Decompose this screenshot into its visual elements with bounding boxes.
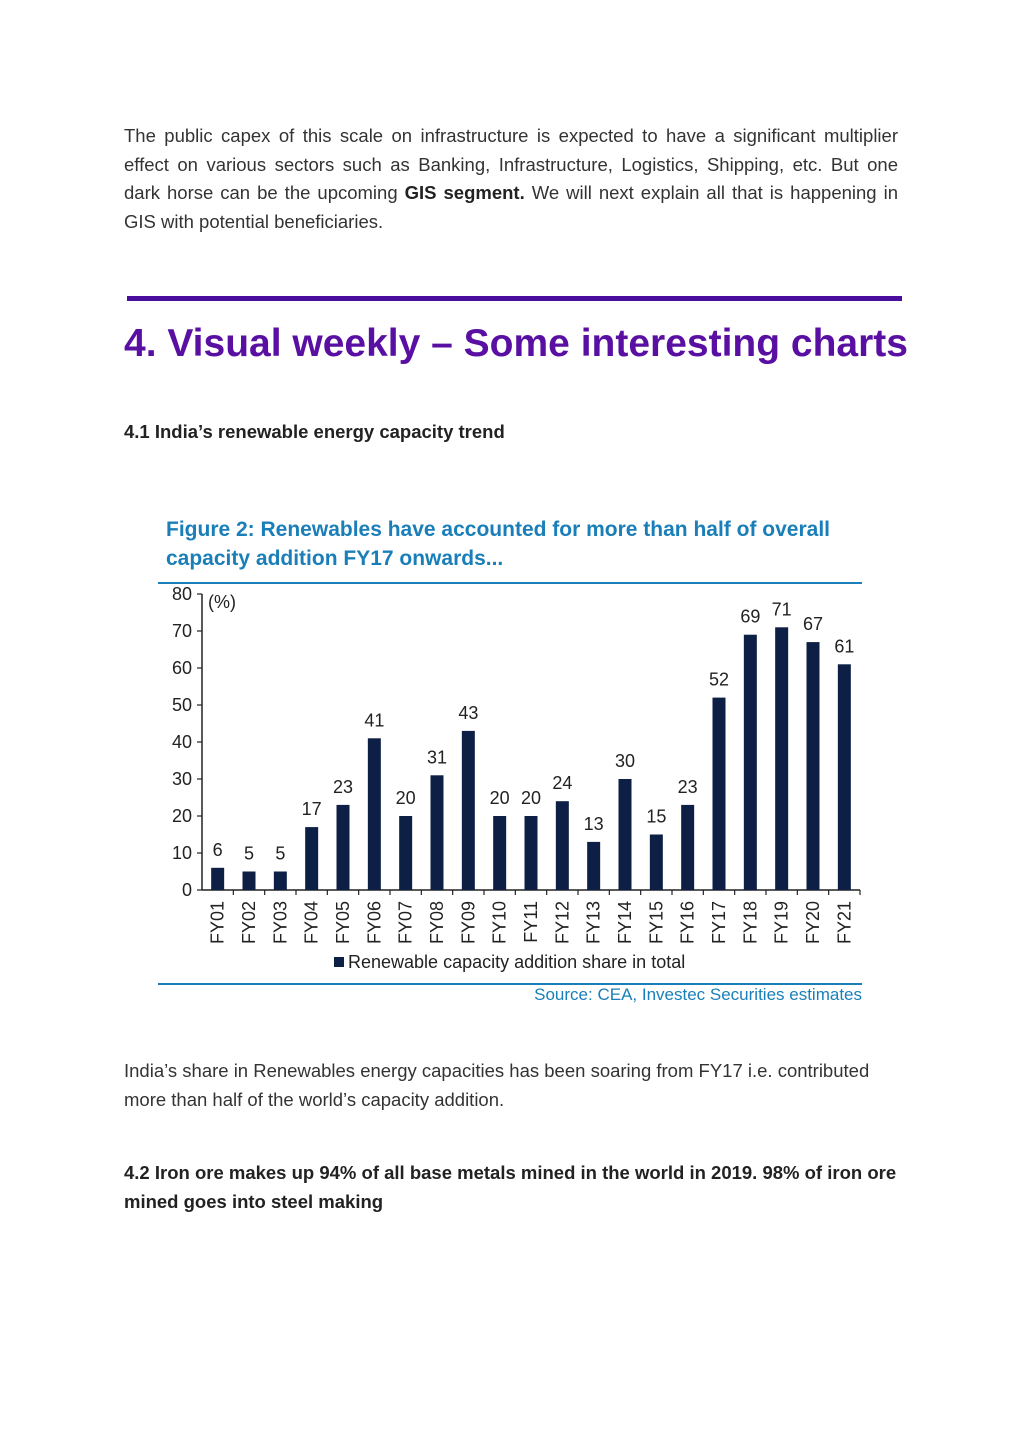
- y-tick-label: 40: [172, 732, 192, 752]
- bar: [587, 841, 601, 890]
- bar: [242, 871, 256, 890]
- bar: [305, 827, 319, 890]
- figure-title-line1: Figure 2: Renewables have accounted for …: [166, 518, 830, 541]
- y-tick-label: 10: [172, 843, 192, 863]
- x-tick-label: FY15: [646, 901, 666, 944]
- data-label: 61: [834, 636, 854, 656]
- data-label: 20: [521, 788, 541, 808]
- x-tick-label: FY03: [270, 901, 290, 944]
- section-divider: [127, 296, 902, 301]
- data-label: 69: [740, 607, 760, 627]
- bar: [273, 871, 287, 890]
- x-tick-label: FY19: [772, 901, 792, 944]
- x-tick-label: FY01: [208, 901, 228, 944]
- data-label: 6: [213, 840, 223, 860]
- subheading-iron-ore: 4.2 Iron ore makes up 94% of all base me…: [124, 1162, 897, 1212]
- y-tick-label: 60: [172, 658, 192, 678]
- data-label: 20: [396, 788, 416, 808]
- x-tick-label: FY18: [740, 901, 760, 944]
- data-label: 43: [458, 703, 478, 723]
- intro-text-before: The public capex of this scale on infras…: [124, 125, 898, 203]
- bar: [806, 642, 820, 890]
- data-label: 30: [615, 751, 635, 771]
- x-tick-label: FY04: [302, 901, 322, 944]
- bar: [775, 627, 789, 890]
- intro-paragraph: The public capex of this scale on infras…: [124, 122, 898, 236]
- y-tick-label: 0: [182, 880, 192, 900]
- bar: [430, 775, 444, 890]
- data-label: 31: [427, 747, 447, 767]
- bar: [336, 804, 350, 890]
- x-tick-label: FY17: [709, 901, 729, 944]
- bar: [524, 816, 538, 890]
- y-tick-label: 20: [172, 806, 192, 826]
- x-tick-label: FY02: [239, 901, 259, 944]
- x-tick-label: FY20: [803, 901, 823, 944]
- bar: [681, 804, 695, 890]
- bar: [399, 816, 413, 890]
- y-tick-label: 30: [172, 769, 192, 789]
- intro-bold-text: GIS segment.: [404, 182, 525, 203]
- y-tick-label: 80: [172, 584, 192, 604]
- intro-text-after: We will next explain all that is happeni…: [124, 182, 898, 232]
- data-label: 52: [709, 670, 729, 690]
- subheading-renewable: 4.1 India’s renewable energy capacity tr…: [124, 421, 505, 442]
- data-label: 41: [364, 710, 384, 730]
- bar: [493, 816, 507, 890]
- after-chart-paragraph: India’s share in Renewables energy capac…: [124, 1060, 870, 1110]
- legend-label: Renewable capacity addition share in tot…: [348, 952, 685, 972]
- data-label: 23: [678, 777, 698, 797]
- figure-source: Source: CEA, Investec Securities estimat…: [534, 985, 862, 1004]
- data-label: 5: [244, 844, 254, 864]
- x-tick-label: FY11: [521, 901, 541, 943]
- data-label: 24: [552, 773, 572, 793]
- bar: [743, 634, 757, 890]
- bar: [461, 730, 475, 890]
- bar: [837, 664, 851, 890]
- data-label: 17: [302, 799, 322, 819]
- data-label: 13: [584, 814, 604, 834]
- bar-chart-plot: 0 10 20 30 40 50 60 70 80 6 FY01 5 FY02 5 FY03 17 FY04 23…: [172, 584, 861, 944]
- x-tick-label: FY16: [678, 901, 698, 944]
- x-tick-label: FY05: [333, 901, 353, 944]
- bar: [211, 867, 225, 890]
- data-label: 5: [275, 844, 285, 864]
- data-label: 15: [646, 807, 666, 827]
- x-tick-label: FY08: [427, 901, 447, 944]
- data-label: 67: [803, 614, 823, 634]
- bar: [618, 779, 632, 890]
- x-tick-label: FY09: [458, 901, 478, 944]
- bar: [712, 697, 726, 890]
- bar: [367, 738, 381, 890]
- x-tick-label: FY10: [490, 901, 510, 944]
- renewables-figure: Figure 2: Renewables have accounted for …: [158, 518, 862, 1004]
- data-label: 20: [490, 788, 510, 808]
- x-tick-label: FY12: [552, 901, 572, 944]
- x-tick-label: FY07: [396, 901, 416, 944]
- bar: [555, 801, 569, 890]
- data-label: 23: [333, 777, 353, 797]
- figure-title-line2: capacity addition FY17 onwards...: [166, 547, 503, 570]
- section-title: 4. Visual weekly – Some interesting char…: [124, 322, 908, 365]
- y-tick-label: 50: [172, 695, 192, 715]
- x-tick-label: FY14: [615, 901, 635, 944]
- x-tick-label: FY13: [584, 901, 604, 944]
- y-unit-label: (%): [208, 592, 236, 612]
- x-tick-label: FY06: [364, 901, 384, 944]
- legend-swatch: [334, 957, 344, 967]
- bar: [649, 834, 663, 890]
- y-tick-label: 70: [172, 621, 192, 641]
- x-tick-label: FY21: [834, 901, 854, 944]
- data-label: 71: [772, 599, 792, 619]
